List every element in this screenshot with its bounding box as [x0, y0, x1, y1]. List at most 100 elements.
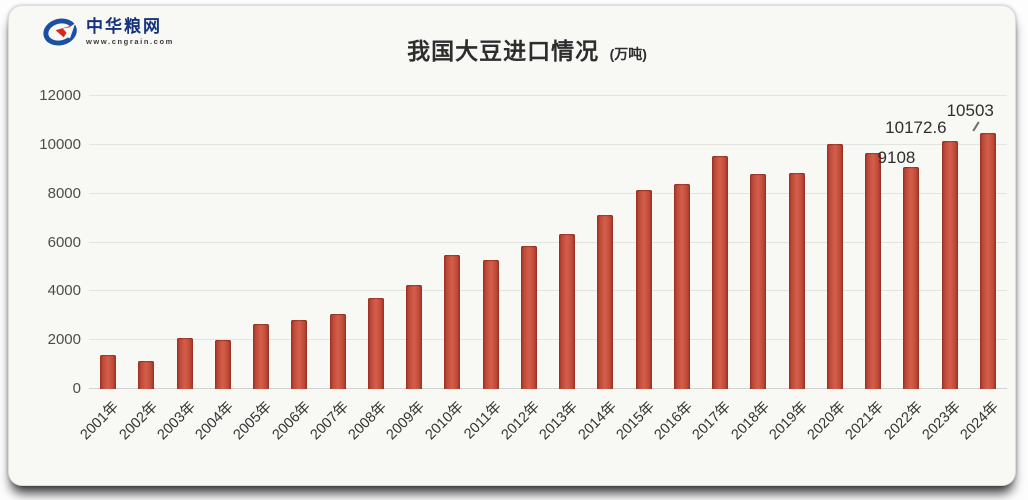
bar-column: 2003年 [154, 96, 204, 443]
gridline [89, 290, 1007, 292]
y-axis-tick-label: 0 [72, 380, 81, 397]
bar-column: 2012年 [499, 96, 548, 443]
bar-2010年[interactable] [444, 255, 461, 389]
bar-2006年[interactable] [291, 320, 308, 389]
bar-column: 2021年 [843, 96, 892, 443]
x-axis-tick-label: 2009年 [383, 398, 429, 444]
bar-2023年[interactable] [941, 140, 958, 389]
x-axis-tick-label: 2002年 [116, 398, 161, 444]
x-axis-tick-label: 2023年 [919, 398, 964, 444]
x-axis-tick-label: 2001年 [77, 398, 123, 444]
site-name: 中华粮网 [86, 17, 162, 37]
bar-column: 2017年 [690, 96, 739, 443]
x-axis-tick-label: 2013年 [536, 398, 582, 444]
x-axis-tick-label: 2008年 [345, 398, 391, 444]
bar-2007年[interactable] [329, 313, 346, 389]
bar-column: 2010年 [422, 96, 471, 443]
bar-column: 2018年 [728, 96, 777, 443]
y-axis-tick-label: 2000 [47, 331, 81, 349]
bar-value-label: 10172.6 [885, 117, 947, 137]
bar-value-label: 10503 [946, 100, 994, 120]
site-url: www.cngrain.com [86, 37, 174, 47]
y-axis-tick-label: 10000 [39, 135, 81, 153]
bar-2002年[interactable] [138, 361, 155, 389]
bar-2001年[interactable] [100, 354, 117, 389]
bar-2011年[interactable] [482, 260, 499, 389]
bar-2009年[interactable] [406, 285, 423, 389]
y-axis: 0 2000 4000 6000 8000 10000 12000 [23, 87, 81, 397]
bar-column: 2008年 [346, 96, 395, 443]
x-axis-tick-label: 2003年 [154, 398, 199, 444]
y-axis-tick-label: 6000 [47, 233, 81, 251]
y-axis-tick-label: 4000 [47, 282, 81, 300]
x-axis-tick-label: 2021年 [842, 398, 888, 444]
site-logo[interactable]: 中华粮网 www.cngrain.com [43, 16, 174, 48]
bar-2019年[interactable] [788, 172, 805, 389]
chart-title-unit: (万吨) [609, 46, 647, 62]
x-axis-tick-label: 2017年 [689, 398, 735, 444]
chart-title-text: 我国大豆进口情况 [407, 38, 600, 64]
bar-column: 2019年 [766, 96, 816, 443]
x-axis-tick-label: 2018年 [728, 398, 773, 444]
bar-2020年[interactable] [826, 144, 843, 389]
bar-column: 2013年 [537, 96, 586, 443]
bar-2017年[interactable] [712, 155, 729, 389]
bar-2024年[interactable] [979, 132, 996, 389]
bar-column: 2001年 [78, 96, 127, 443]
bar-2013年[interactable] [559, 234, 576, 389]
label-leader-line [972, 120, 980, 132]
bar-2018年[interactable] [750, 174, 767, 389]
bar-column: 2023年 10172.6 [885, 96, 969, 444]
bar-column: 2004年 [193, 96, 242, 443]
bar-column: 2006年 [269, 96, 318, 443]
y-axis-tick-label: 12000 [39, 87, 81, 104]
plot-area: 2001年 2002年 2003年 2004年 2005年 2006年 2007年 2008年… [78, 95, 1007, 444]
gridline [89, 192, 1007, 194]
x-axis-tick-label: 2016年 [651, 398, 697, 444]
chart-title: 我国大豆进口情况 (万吨) [9, 32, 1015, 66]
bar-column: 2007年 [307, 96, 357, 443]
bar-column: 2022年 9108 [878, 96, 930, 444]
bar-column: 2011年 [461, 96, 510, 442]
bar-column: 2015年 [613, 96, 663, 443]
gridline [89, 95, 1007, 96]
gridline [89, 143, 1007, 145]
bar-column: 2005年 [231, 96, 280, 443]
bar-2021年[interactable] [865, 153, 882, 389]
x-axis-tick-label: 2004年 [192, 398, 238, 444]
x-axis-tick-label: 2007年 [307, 398, 352, 444]
gridline [89, 388, 1007, 389]
bar-2014年[interactable] [597, 214, 614, 389]
bar-2004年[interactable] [214, 339, 231, 389]
bar-2022年[interactable] [903, 166, 920, 389]
bar-2016年[interactable] [673, 184, 690, 389]
chart-card: 中华粮网 www.cngrain.com 我国大豆进口情况 (万吨) 0 2000… [8, 5, 1016, 486]
bar-column: 2020年 [805, 96, 854, 443]
x-axis-tick-label: 2005年 [230, 398, 276, 444]
x-axis-tick-label: 2015年 [613, 398, 658, 444]
bars: 2001年 2002年 2003年 2004年 2005年 2006年 2007年 2008年… [78, 96, 1007, 444]
bar-column: 2002年 [116, 96, 165, 443]
bar-column: 2009年 [384, 96, 433, 443]
bar-2003年[interactable] [176, 338, 193, 389]
gridline [89, 339, 1007, 341]
x-axis-tick-label: 2020年 [804, 398, 850, 444]
bar-2012年[interactable] [520, 246, 537, 389]
x-axis-tick-label: 2006年 [269, 398, 314, 444]
bar-value-label: 9108 [877, 147, 916, 167]
x-axis-tick-label: 2022年 [881, 398, 926, 444]
gridline [89, 241, 1007, 243]
x-axis-tick-label: 2011年 [461, 398, 505, 443]
bar-column: 2016年 [652, 96, 701, 443]
y-axis-tick-label: 8000 [47, 184, 81, 202]
x-axis-tick-label: 2012年 [498, 398, 544, 444]
x-axis-tick-label: 2019年 [766, 398, 811, 444]
bar-column: 2014年 [575, 96, 624, 443]
x-axis-tick-label: 2014年 [575, 398, 620, 444]
bar-2005年[interactable] [253, 324, 270, 389]
bar-column: 2024年 10503 [947, 96, 1007, 444]
bar-2008年[interactable] [367, 297, 384, 389]
bar-2015年[interactable] [635, 189, 652, 389]
x-axis-tick-label: 2010年 [422, 398, 467, 444]
x-axis-tick-label: 2024年 [957, 398, 1003, 444]
